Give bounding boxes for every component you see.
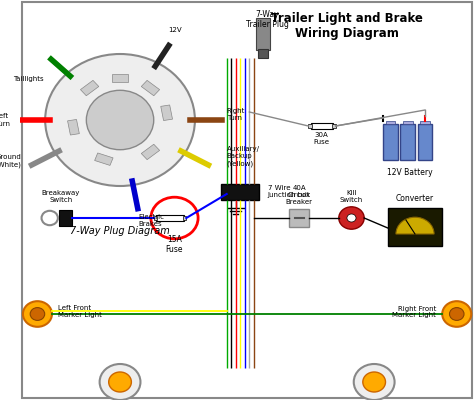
Bar <box>388 208 442 246</box>
Text: 7 Wire
Junction box: 7 Wire Junction box <box>267 186 310 198</box>
Bar <box>81 80 99 96</box>
Bar <box>383 124 398 160</box>
Bar <box>141 80 160 96</box>
Text: Taillights: Taillights <box>13 76 44 82</box>
Text: 12V: 12V <box>169 27 182 33</box>
Circle shape <box>45 54 195 186</box>
Bar <box>141 144 160 160</box>
Bar <box>183 216 186 220</box>
Bar <box>309 124 311 128</box>
Circle shape <box>109 372 131 392</box>
Text: Right
Turn: Right Turn <box>227 108 245 120</box>
Circle shape <box>100 364 140 400</box>
Bar <box>161 105 173 120</box>
Text: Ground
(White): Ground (White) <box>0 154 21 168</box>
Text: 40A
Circuit
Breaker: 40A Circuit Breaker <box>286 185 313 205</box>
Bar <box>256 18 270 50</box>
Bar <box>418 124 432 160</box>
Bar <box>221 184 259 200</box>
Text: Breakaway
Switch: Breakaway Switch <box>42 190 80 203</box>
Circle shape <box>363 372 385 392</box>
Text: Kill
Switch: Kill Switch <box>340 190 363 203</box>
Bar <box>95 153 113 166</box>
Bar <box>68 120 79 135</box>
Bar <box>59 210 73 226</box>
Circle shape <box>347 214 356 222</box>
Circle shape <box>30 308 45 320</box>
Bar <box>154 216 157 220</box>
Text: 7-Way Plug Diagram: 7-Way Plug Diagram <box>70 226 170 236</box>
Wedge shape <box>396 217 434 234</box>
Bar <box>332 124 336 128</box>
Bar <box>112 74 128 82</box>
Text: Electric
Brakes: Electric Brakes <box>138 214 164 227</box>
Circle shape <box>442 301 471 327</box>
Text: 12V Battery: 12V Battery <box>387 168 432 177</box>
Circle shape <box>449 308 464 320</box>
Bar <box>156 215 183 221</box>
Text: Auxiliary/
Backup
(Yellow): Auxiliary/ Backup (Yellow) <box>227 146 260 166</box>
Text: Left
Turn: Left Turn <box>0 114 10 126</box>
Bar <box>420 121 430 124</box>
Text: Trailer Light and Brake
Wiring Diagram: Trailer Light and Brake Wiring Diagram <box>271 12 423 40</box>
Bar <box>403 121 413 124</box>
Bar <box>385 121 395 124</box>
Bar <box>289 209 309 227</box>
Bar <box>310 123 333 129</box>
Text: 15A
Fuse: 15A Fuse <box>166 235 183 254</box>
Bar <box>401 124 415 160</box>
Circle shape <box>354 364 394 400</box>
Circle shape <box>23 301 52 327</box>
Text: Converter: Converter <box>396 194 434 203</box>
Text: 7-Way
Trailer Plug: 7-Way Trailer Plug <box>246 10 289 29</box>
Bar <box>258 49 267 58</box>
Text: Right Front
Marker Light: Right Front Marker Light <box>392 306 437 318</box>
Text: 30A
Fuse: 30A Fuse <box>313 132 329 145</box>
Circle shape <box>86 90 154 150</box>
Circle shape <box>339 207 364 229</box>
Text: Left Front
Marker Light: Left Front Marker Light <box>58 306 102 318</box>
